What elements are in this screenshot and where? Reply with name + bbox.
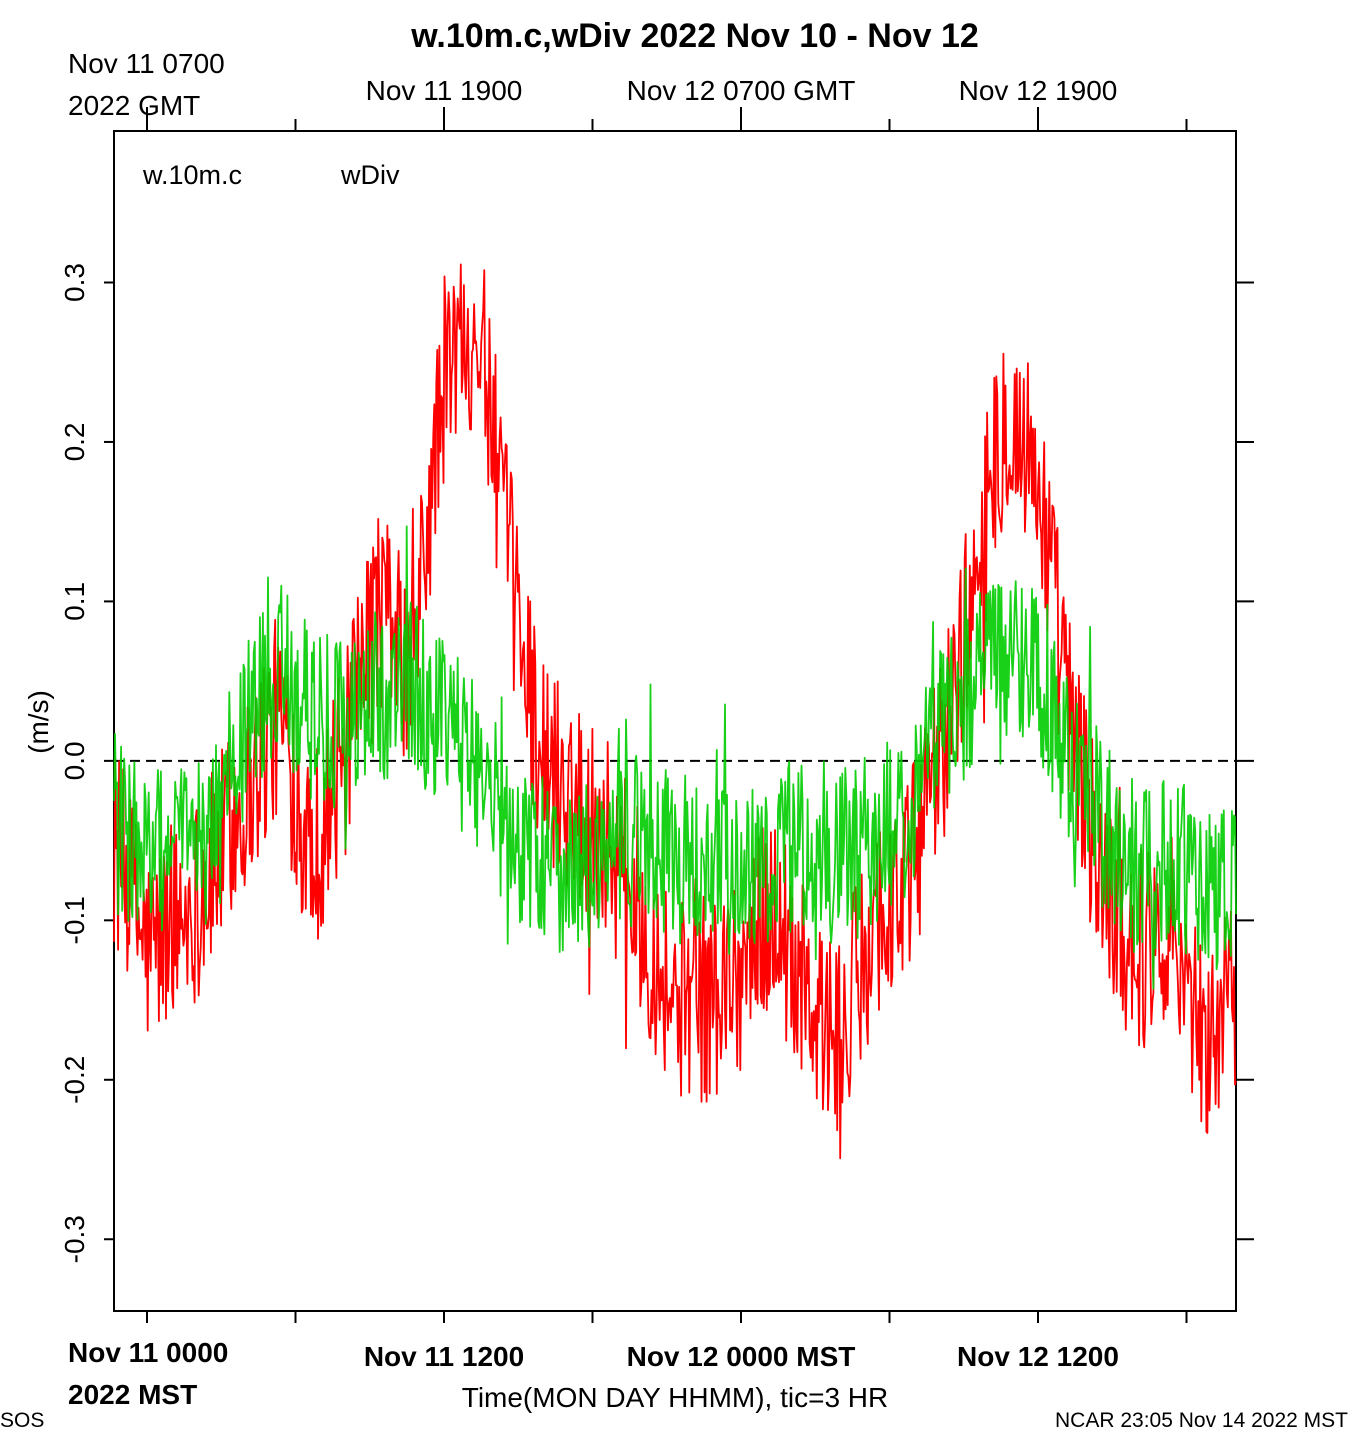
x-axis-label: Time(MON DAY HHMM), tic=3 HR [462,1382,889,1413]
y-tick-label-5: 0.2 [59,422,90,461]
series-layer [113,263,1237,1160]
top-axis-corner-label-line2: 2022 GMT [68,90,200,121]
series-line-w10mc [113,263,1237,1160]
x-bottom-label-2: Nov 12 1200 [957,1341,1119,1372]
bottom-axis-corner-label-line2: 2022 MST [68,1379,197,1410]
y-tick-label-3: 0.0 [59,741,90,780]
y-tick-label-1: -0.2 [59,1056,90,1104]
y-tick-label-0: -0.3 [59,1215,90,1263]
y-axis-ticks: -0.3 -0.2 -0.1 0.0 0.1 0.2 0.3 [59,263,1254,1263]
x-bottom-label-0: Nov 11 1200 [364,1341,524,1372]
legend-entry-wdiv: wDiv [340,160,400,190]
x-top-label-1: Nov 12 0700 GMT [627,75,856,106]
chart-title: w.10m.c,wDiv 2022 Nov 10 - Nov 12 [410,17,979,55]
plot-frame [113,130,1237,1312]
series-line-wdiv [113,525,1237,990]
y-axis-label: (m/s) [23,690,54,754]
footer-left: SOS [0,1409,44,1432]
footer-right: NCAR 23:05 Nov 14 2022 MST [1055,1409,1348,1432]
bottom-axis-corner-label-line1: Nov 11 0000 [68,1337,228,1368]
top-axis-corner-label-line1: Nov 11 0700 [68,48,225,79]
x-top-label-2: Nov 12 1900 [959,75,1118,106]
legend-entry-w10mc: w.10m.c [142,160,242,190]
x-top-label-0: Nov 11 1900 [366,75,523,106]
x-axis-ticks: Nov 11 1200 Nov 12 0000 MST Nov 12 1200 Nov… [146,75,1188,1372]
x-bottom-label-1: Nov 12 0000 MST [627,1341,856,1372]
y-tick-label-2: -0.1 [59,896,90,944]
y-tick-label-4: 0.1 [59,582,90,621]
y-tick-label-6: 0.3 [59,263,90,302]
